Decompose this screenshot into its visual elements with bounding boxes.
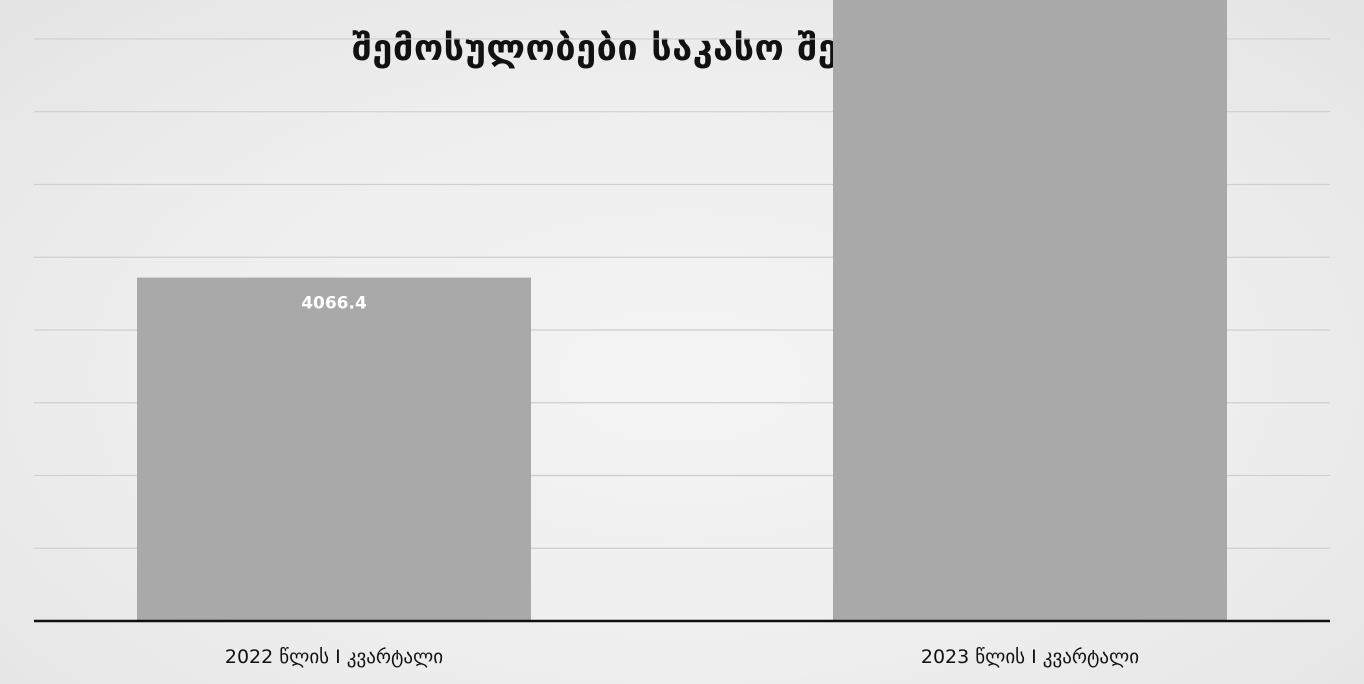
category-label: 2022 წლის I კვარტალი bbox=[225, 646, 443, 668]
bar bbox=[137, 277, 531, 621]
bar-value-label: 4066.4 bbox=[301, 294, 367, 314]
category-label: 2023 წლის I კვარტალი bbox=[921, 646, 1139, 668]
bar bbox=[833, 0, 1227, 621]
